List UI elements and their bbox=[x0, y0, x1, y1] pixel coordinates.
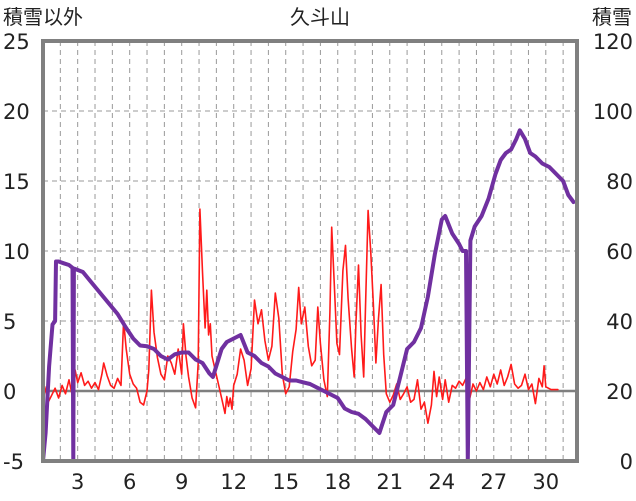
grid-lines bbox=[42, 41, 577, 461]
x-tick-label: 30 bbox=[532, 470, 559, 494]
left-y-tick-label: 5 bbox=[3, 310, 16, 334]
left-y-tick-label: 20 bbox=[3, 100, 30, 124]
x-tick-label: 6 bbox=[123, 470, 136, 494]
right-y-tick-label: 20 bbox=[606, 380, 633, 404]
right-y-tick-label: 60 bbox=[606, 240, 633, 264]
left-y-tick-label: -5 bbox=[3, 450, 24, 474]
left-axis-label: 積雪以外 bbox=[3, 5, 83, 29]
plot-frame bbox=[41, 39, 579, 463]
tick-labels: 3 6 9 12 15 18 21 24 27 30 -5 0 5 10 15 20 25 0 20 40 60 80 10… bbox=[3, 30, 633, 494]
right-y-tick-label: 100 bbox=[593, 100, 633, 124]
right-y-tick-label: 120 bbox=[593, 30, 633, 54]
series-layer bbox=[41, 128, 576, 463]
x-tick-label: 9 bbox=[175, 470, 188, 494]
chart-title: 久斗山 bbox=[290, 5, 350, 29]
x-tick-label: 15 bbox=[272, 470, 299, 494]
x-tick-label: 21 bbox=[376, 470, 403, 494]
left-y-tick-label: 0 bbox=[3, 380, 16, 404]
left-y-tick-label: 25 bbox=[3, 30, 30, 54]
snow-depth-line bbox=[41, 128, 576, 463]
x-tick-label: 3 bbox=[71, 470, 84, 494]
x-tick-label: 12 bbox=[220, 470, 247, 494]
right-y-tick-label: 40 bbox=[606, 310, 633, 334]
x-tick-label: 24 bbox=[428, 470, 455, 494]
right-axis-label: 積雪 bbox=[592, 5, 632, 29]
left-y-tick-label: 10 bbox=[3, 240, 30, 264]
other-measure-line bbox=[43, 208, 559, 425]
right-y-tick-label: 80 bbox=[606, 170, 633, 194]
x-tick-label: 18 bbox=[324, 470, 351, 494]
x-tick-label: 27 bbox=[480, 470, 507, 494]
left-y-tick-label: 15 bbox=[3, 170, 30, 194]
right-y-tick-label: 0 bbox=[620, 450, 633, 474]
